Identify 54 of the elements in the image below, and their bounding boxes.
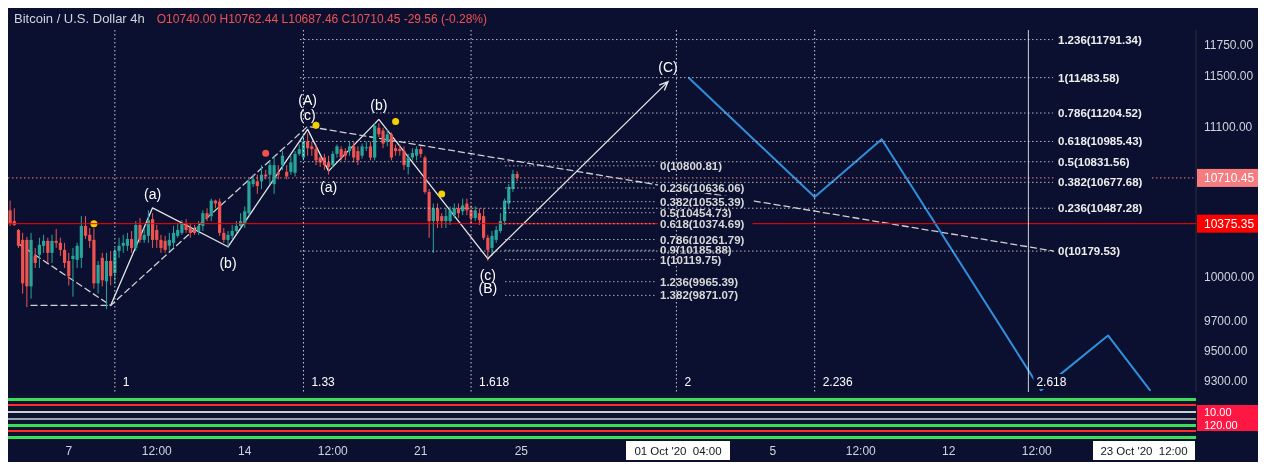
annotation: (b) [370,97,388,114]
annotation: (b) [219,254,237,271]
ref-line-label: 0.382(10677.68) [1058,176,1143,189]
text: 120.00 [1204,419,1238,431]
ref-line-label: 1(11483.58) [1058,71,1120,84]
ref-line-label: 1.382(9871.07) [660,289,739,302]
ref-line-label: 0.236(10487.28) [1058,202,1143,215]
annotation: (A) [298,92,317,109]
annotation: (C) [658,59,678,76]
chart-title: Bitcoin / U.S. Dollar 4h [14,11,145,26]
ref-line-label: 0(10179.53) [1058,245,1121,258]
y-tick-label: 10000.00 [1204,269,1255,284]
chart-subtitle: O10740.00 H10762.44 L10687.46 C10710.45 -29.56 (-0.28%) [156,12,488,26]
x-tick-label: 12:00 [317,444,349,458]
ref-line-label: 2.236 [822,375,854,389]
ref-line-label: 0.236(10636.06) [660,181,745,194]
ref-line-label: 0.618(10985.43) [1058,135,1143,148]
text: 23 Oct '20 12:00 [1100,445,1188,457]
x-tick-label: 12:00 [845,444,877,458]
x-tick-label: 12:00 [1021,444,1053,458]
text: 10.00 [1204,406,1232,418]
y-tick-label: 11100.00 [1204,119,1253,134]
ref-line-label: 2.618 [1036,375,1067,389]
x-tick-label: 21 [414,444,428,458]
ref-line-label: 1.236(11791.34) [1058,33,1142,46]
x-tick-label: 5 [769,444,777,458]
annotation: (c) [299,107,316,124]
x-tick-label: 25 [514,444,529,458]
annotation: (a) [320,179,338,196]
ref-line-label: 0.618(10374.69) [660,217,745,230]
x-tick-label: 12 [942,444,956,458]
ref-line-label: 0.5(10831.56) [1058,155,1130,168]
y-tick-label: 11750.00 [1204,37,1254,52]
ref-line-label: 2 [684,375,692,389]
ref-line-label: 1.618 [479,375,510,389]
x-tick-label: 7 [65,444,73,458]
x-tick-label: 12:00 [141,444,173,458]
x-tick-label: 14 [238,444,252,458]
ref-line-label: 0.786(11204.52) [1058,107,1142,120]
ref-line-label: 0(10800.81) [660,159,723,172]
ref-line-label: 1.236(9965.39) [660,275,739,288]
ref-line-label: 1.33 [311,375,336,389]
ref-line-label: 0.5(10454.73) [660,206,732,219]
text: 01 Oct '20 04:00 [634,445,722,457]
ref-line-label: 0.382(10535.39) [660,195,745,208]
ref-line-label: 1 [122,375,130,389]
ref-line-label: 10710.45 [1204,171,1255,186]
y-tick-label: 11500.00 [1204,68,1254,83]
annotation: (a) [144,185,162,202]
ref-line-label: 0.786(10261.79) [660,233,745,246]
y-tick-label: 9700.00 [1204,313,1248,328]
y-tick-label: 9500.00 [1204,343,1248,358]
ref-line-label: 10375.35 [1204,217,1255,232]
y-tick-label: 9300.00 [1204,374,1248,389]
